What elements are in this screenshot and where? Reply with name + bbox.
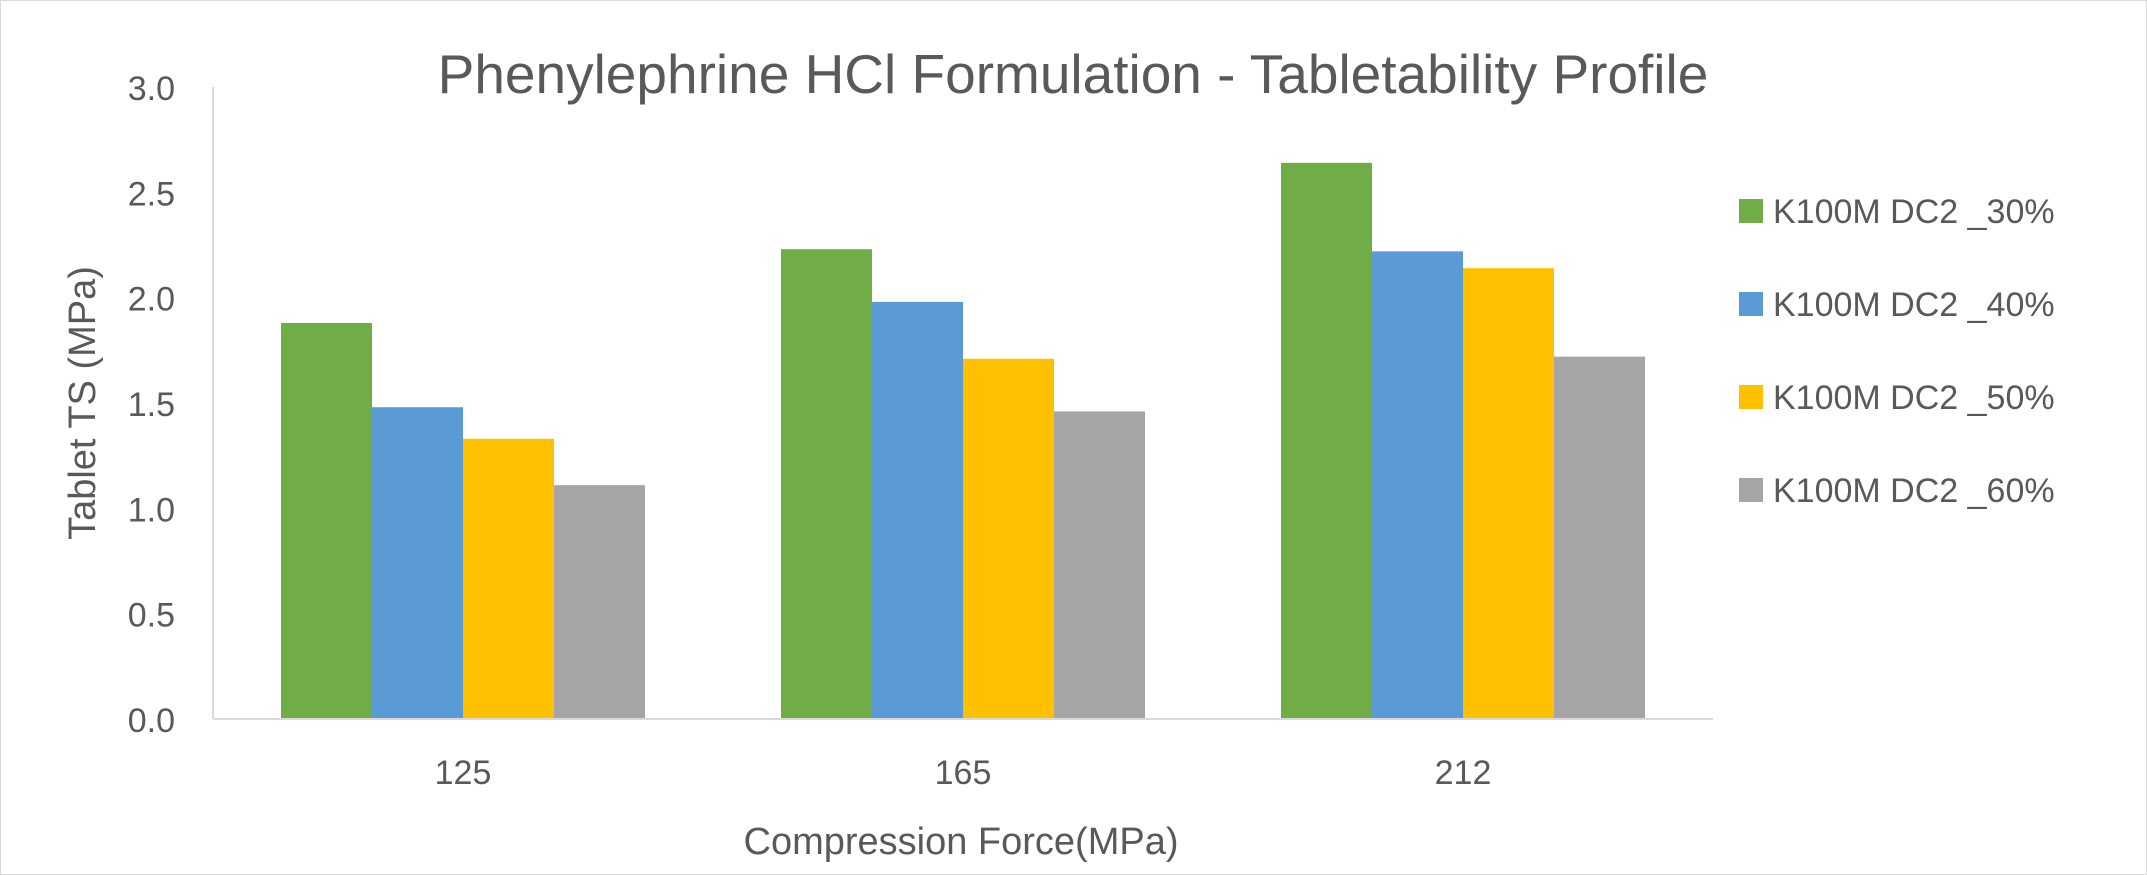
bar-165-3 — [963, 358, 1054, 719]
plot-area: 0.0 0.5 1.0 1.5 2.0 2.5 3.0 125 165 212 — [128, 70, 1713, 792]
bar-125-1 — [281, 322, 372, 719]
legend-label: K100M DC2 _50% — [1773, 379, 2055, 417]
y-tick-label: 0.5 — [128, 597, 175, 635]
bar-165-1 — [781, 249, 872, 720]
x-axis-title: Compression Force(MPa) — [744, 821, 1179, 863]
y-tick-label: 2.0 — [128, 281, 175, 319]
legend-swatch — [1739, 199, 1763, 223]
bar-125-2 — [372, 407, 463, 719]
legend-label: K100M DC2 _30% — [1773, 193, 2055, 231]
bar-165-4 — [1054, 411, 1145, 719]
y-tick-label: 1.0 — [128, 491, 175, 529]
legend-swatch — [1739, 292, 1763, 316]
y-tick-label: 1.5 — [128, 386, 175, 424]
bar-165-2 — [872, 301, 963, 719]
legend-swatch — [1739, 385, 1763, 409]
bar-125-3 — [463, 438, 554, 719]
x-tick-label: 165 — [935, 754, 992, 792]
x-tick-label: 212 — [1435, 754, 1492, 792]
y-tick-label: 2.5 — [128, 175, 175, 213]
chart-title: Phenylephrine HCl Formulation - Tabletab… — [438, 43, 1709, 105]
legend: K100M DC2 _30% K100M DC2 _40% K100M DC2 _5… — [1739, 193, 2055, 510]
bar-212-4 — [1554, 356, 1645, 719]
y-tick-label: 0.0 — [128, 702, 175, 740]
bar-125-4 — [554, 485, 645, 719]
bar-212-2 — [1372, 251, 1463, 719]
y-tick-label: 3.0 — [128, 70, 175, 108]
x-tick-label: 125 — [435, 754, 492, 792]
legend-label: K100M DC2 _40% — [1773, 286, 2055, 324]
legend-swatch — [1739, 478, 1763, 502]
bar-212-1 — [1281, 162, 1372, 720]
bar-212-3 — [1463, 268, 1554, 719]
legend-label: K100M DC2 _60% — [1773, 472, 2055, 510]
y-axis-title: Tablet TS (MPa) — [62, 266, 104, 540]
